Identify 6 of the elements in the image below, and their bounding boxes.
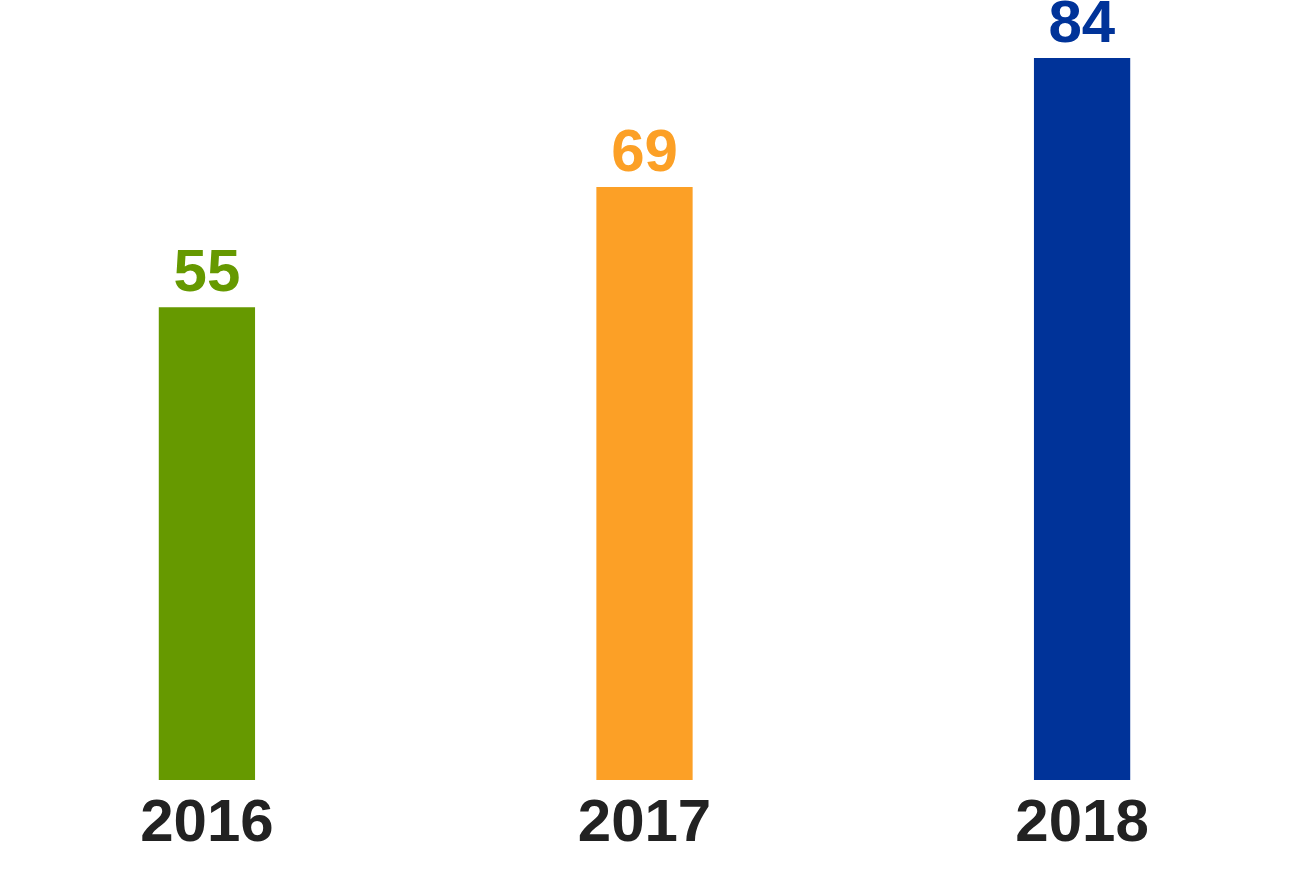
data-label: 69 [611,116,678,184]
x-tick-label: 2016 [140,787,274,854]
data-label: 55 [173,237,241,305]
x-tick-label: 2018 [1015,787,1149,854]
x-tick-label: 2017 [577,787,712,854]
data-label: 84 [1048,0,1116,55]
